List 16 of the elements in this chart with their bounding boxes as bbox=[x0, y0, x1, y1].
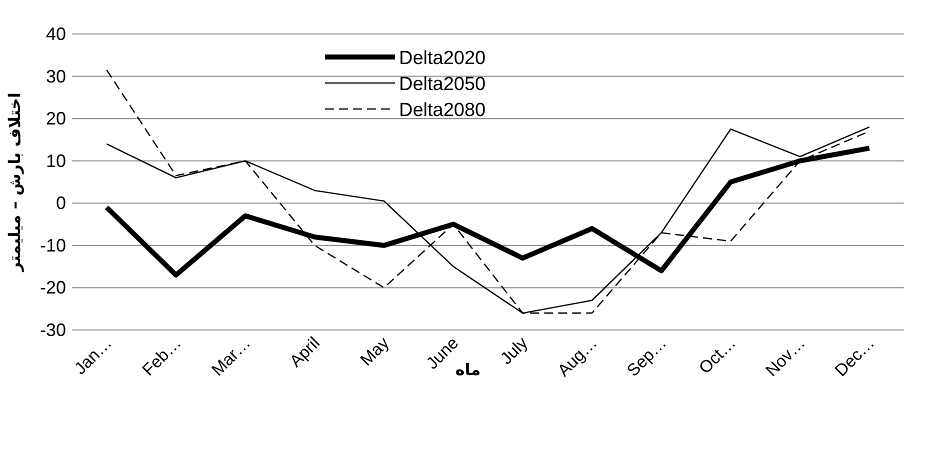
x-tick-label: July bbox=[496, 333, 532, 368]
y-tick-label: 40 bbox=[46, 24, 66, 44]
y-tick-label: 10 bbox=[46, 150, 66, 171]
legend-label: Delta2050 bbox=[399, 74, 486, 95]
y-tick-label: 0 bbox=[56, 193, 66, 214]
x-tick-label: Oct… bbox=[695, 333, 740, 378]
y-tick-label: -20 bbox=[40, 278, 66, 298]
x-axis-title: ماه bbox=[455, 360, 481, 379]
y-tick-label: -30 bbox=[40, 320, 66, 340]
y-tick-label: 30 bbox=[46, 66, 66, 86]
y-tick-label: -10 bbox=[40, 235, 66, 256]
y-axis-title: اختلاف بارش – میلیمتر bbox=[5, 92, 24, 273]
legend-label: Delta2080 bbox=[399, 100, 486, 121]
legend-label: Delta2020 bbox=[399, 48, 486, 69]
x-tick-label: May bbox=[356, 333, 394, 370]
y-tick-label: 20 bbox=[46, 108, 66, 129]
